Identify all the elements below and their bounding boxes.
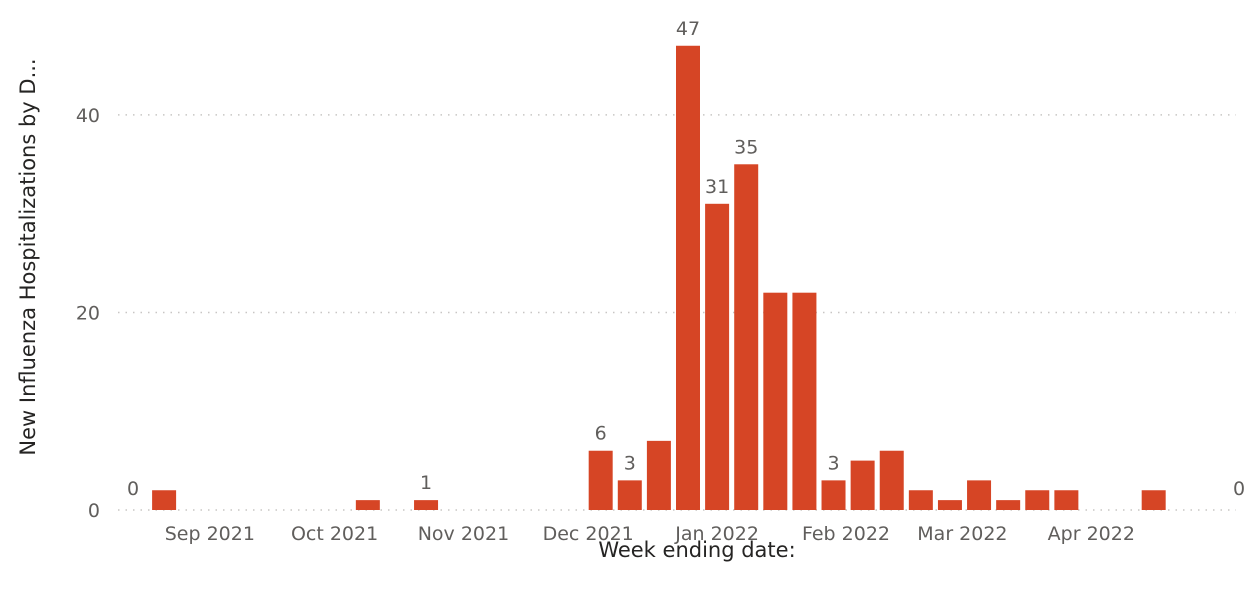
bar-2021-12-11 (617, 480, 642, 510)
bar-2021-12-25 (676, 45, 700, 511)
data-label: 3 (624, 452, 636, 474)
bar-2022-03-12 (996, 500, 1021, 510)
data-label-zero: 0 (127, 478, 139, 500)
x-tick-label: Oct 2021 (291, 523, 378, 545)
bar-2021-10-23 (414, 500, 439, 510)
x-tick-label: Sep 2021 (165, 523, 255, 545)
bar-2022-01-22 (792, 292, 817, 510)
data-label: 6 (595, 423, 607, 445)
x-tick-label: Apr 2022 (1048, 523, 1135, 545)
bar-2022-03-19 (1025, 490, 1050, 510)
data-label: 35 (734, 136, 758, 158)
y-tick-label: 40 (76, 105, 100, 127)
data-label: 31 (705, 176, 729, 198)
data-label: 3 (827, 452, 839, 474)
x-axis-title: Week ending date: (598, 538, 795, 562)
bar-2022-01-29 (821, 480, 846, 510)
x-tick-label: Mar 2022 (917, 523, 1007, 545)
data-label: 1 (420, 472, 432, 494)
data-label: 47 (676, 18, 700, 40)
bar-2022-04-16 (1141, 490, 1166, 510)
bar-2022-02-12 (879, 450, 904, 510)
bars (152, 45, 1166, 511)
bar-2022-01-08 (734, 164, 759, 511)
bar-2021-08-21 (152, 490, 177, 510)
bar-2022-01-15 (763, 292, 788, 510)
bar-2021-12-18 (646, 440, 671, 510)
y-tick-label: 0 (88, 500, 100, 522)
bar-2022-03-26 (1054, 490, 1079, 510)
x-axis-ticks: Sep 2021 Oct 2021 Nov 2021 Dec 2021 Jan 2022… (165, 523, 1135, 545)
bar-2022-03-05 (967, 480, 992, 510)
bar-2021-10-09 (355, 500, 380, 510)
data-label-zero: 0 (1233, 478, 1245, 500)
x-tick-label: Nov 2021 (418, 523, 509, 545)
bar-2022-02-19 (908, 490, 933, 510)
x-tick-label: Jan 2022 (674, 523, 759, 545)
x-tick-label: Dec 2021 (543, 523, 634, 545)
x-tick-label: Feb 2022 (802, 523, 890, 545)
y-tick-label: 20 (76, 302, 100, 324)
bar-2022-01-01 (705, 203, 730, 511)
bar-2022-02-26 (937, 500, 962, 510)
y-axis-title: New Influenza Hospitalizations by D... (16, 58, 40, 455)
bar-2022-02-05 (850, 460, 875, 510)
bar-2021-12-04 (588, 450, 613, 510)
y-axis-ticks: 0 20 40 (76, 105, 100, 522)
